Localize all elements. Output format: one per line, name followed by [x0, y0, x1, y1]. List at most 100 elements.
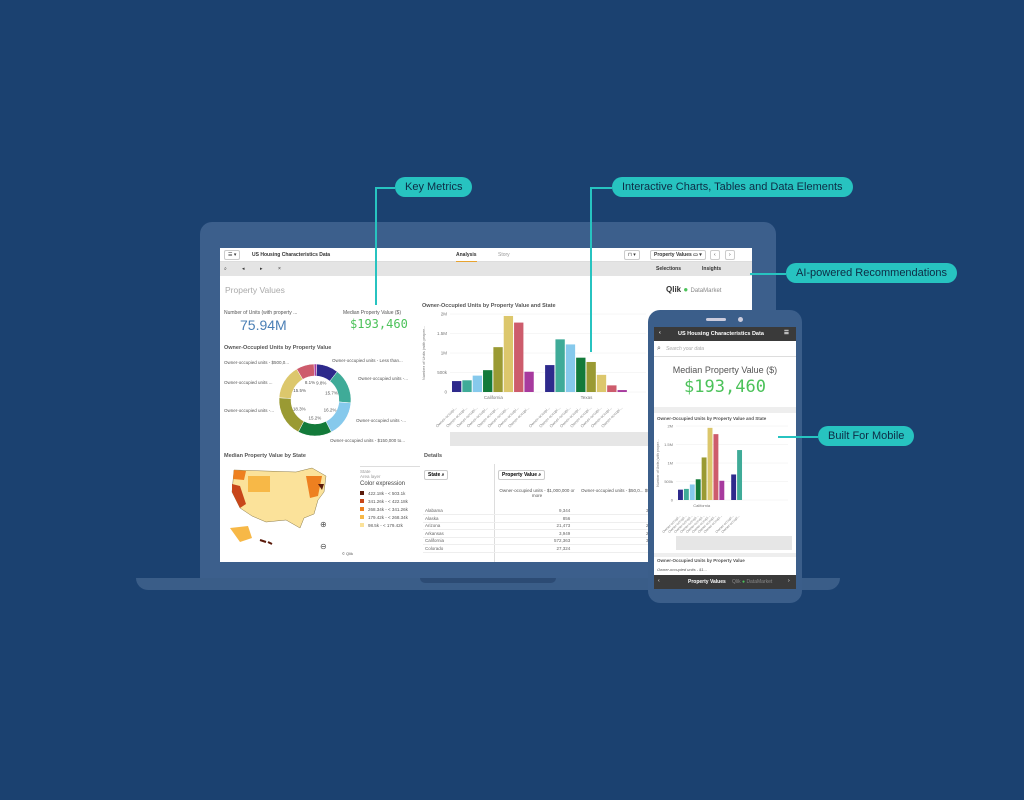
prev-sheet-button[interactable]: ‹	[710, 250, 720, 260]
bar[interactable]	[701, 457, 707, 500]
zoom-out-icon[interactable]: ⊖	[320, 542, 327, 551]
bar[interactable]	[617, 390, 627, 392]
column-header-1m[interactable]: Owner-occupied units - $1,000,000 or mor…	[499, 488, 575, 498]
y-tick-label: 1M	[667, 461, 673, 466]
donut-legend-label[interactable]: Owner-occupied units -...	[224, 408, 274, 413]
bar[interactable]	[462, 380, 472, 392]
mini-chart-scrollbar[interactable]	[450, 432, 650, 446]
bar[interactable]	[707, 427, 713, 500]
donut-legend-label[interactable]: Owner-occupied units - $500,0...	[224, 360, 289, 365]
us-map[interactable]	[226, 462, 336, 554]
callout-line	[590, 187, 612, 189]
bar[interactable]	[683, 488, 689, 500]
bar[interactable]	[555, 339, 565, 392]
bar[interactable]	[586, 361, 596, 392]
map-legend-item[interactable]: 341.26k - < 422.18k	[360, 499, 420, 504]
bar[interactable]	[719, 480, 725, 500]
map-legend-item[interactable]: 268.34k - < 341.26k	[360, 507, 420, 512]
zoom-in-icon[interactable]: ⊕	[320, 520, 327, 529]
phone-speaker	[706, 318, 726, 321]
y-tick-label: 0	[671, 498, 674, 503]
donut-legend-label[interactable]: Owner-occupied units - $150,000 to...	[330, 438, 405, 443]
tab-story[interactable]: Story	[498, 252, 510, 258]
sheet-selector[interactable]: Property Values ▭ ▾	[650, 250, 706, 260]
selections-button[interactable]: Selections	[656, 266, 682, 272]
mobile-kpi-value: $193,460	[684, 377, 766, 397]
bar[interactable]	[565, 344, 576, 392]
y-tick-label: 2M	[667, 424, 673, 429]
next-icon[interactable]: ›	[788, 578, 790, 584]
forward-icon[interactable]: ▸	[260, 266, 263, 272]
bar[interactable]	[472, 375, 483, 392]
insights-button[interactable]: Insights	[702, 266, 722, 272]
menu-button[interactable]: ☰ ▾	[224, 250, 241, 260]
tab-analysis[interactable]: Analysis	[456, 252, 477, 262]
callout-interactive: Interactive Charts, Tables and Data Elem…	[612, 177, 853, 197]
bar[interactable]	[596, 374, 607, 392]
bar[interactable]	[607, 385, 617, 392]
section-divider	[654, 553, 796, 557]
bar[interactable]	[731, 474, 737, 500]
bar[interactable]	[483, 370, 493, 392]
property-value-filter[interactable]: Property Value ⌕	[498, 470, 546, 480]
next-sheet-button[interactable]: ›	[725, 250, 735, 260]
bar[interactable]	[713, 434, 719, 500]
bar[interactable]	[503, 315, 514, 392]
bar[interactable]	[695, 479, 701, 500]
donut-label: 15.5%	[293, 388, 306, 393]
mini-chart-scrollbar[interactable]	[676, 536, 792, 550]
bookmark-button[interactable]: ⊓ ▾	[624, 250, 640, 260]
bar[interactable]	[514, 322, 524, 392]
bar[interactable]	[737, 450, 743, 500]
table-cell: 36	[572, 537, 653, 545]
bar[interactable]	[493, 347, 503, 392]
mobile-footer: ‹ Property Values Qlik ● DataMarket ›	[654, 575, 796, 589]
bar[interactable]	[576, 357, 586, 392]
donut-legend-label[interactable]: Owner-occupied units -...	[356, 418, 406, 423]
donut-label: 15.2%	[309, 415, 322, 420]
prev-icon[interactable]: ‹	[658, 578, 660, 584]
bar[interactable]	[689, 484, 695, 500]
category-label: California	[484, 395, 504, 400]
donut-legend-label[interactable]: Owner-occupied units -...	[358, 376, 408, 381]
map-legend-item[interactable]: 422.18k - < 503.1k	[360, 491, 420, 496]
table-cell: 6	[572, 544, 653, 553]
category-label: Texas	[581, 395, 594, 400]
map-legend-item[interactable]: 179.42k - < 268.34k	[360, 515, 420, 520]
menu-icon[interactable]: ☰	[784, 330, 789, 336]
clear-icon[interactable]: ×	[278, 266, 281, 272]
table-cell: 38	[572, 507, 653, 515]
bar[interactable]	[545, 365, 555, 392]
donut-chart[interactable]: 9.8% 15.7% 16.2%15.2%18.3% 15.5% 8.1% Owner-o…	[220, 352, 420, 450]
column-header-50k[interactable]: Owner-occupied units - $50,0... $99,999	[580, 488, 662, 493]
back-icon[interactable]: ‹	[659, 330, 661, 336]
bar[interactable]	[678, 489, 683, 500]
bar[interactable]	[524, 371, 534, 392]
bar[interactable]	[452, 381, 462, 392]
details-title: Details	[424, 453, 443, 459]
donut-slice[interactable]	[313, 363, 318, 377]
donut-legend-label[interactable]: Owner-occupied units ...	[224, 380, 273, 385]
table-cell: 21,473	[490, 522, 573, 530]
table-row[interactable]: Alaska8565	[423, 514, 653, 523]
map-legend-item[interactable]: 98.5k - < 179.42k	[360, 523, 420, 528]
donut-slice[interactable]	[278, 397, 305, 433]
back-icon[interactable]: ◂	[242, 266, 245, 272]
bar-chart[interactable]: 0500k1M1.5M2MOwner-occupi...Owner-occupi…	[420, 310, 652, 450]
table-cell: 5	[572, 514, 653, 523]
donut-legend-label[interactable]: Owner-occupied units - Less than...	[332, 358, 403, 363]
state-filter[interactable]: State ⌕	[424, 470, 449, 480]
map-credit: © Qlik	[342, 551, 353, 556]
map-legend-title: Color expression	[360, 481, 406, 487]
donut-slice[interactable]	[297, 420, 332, 437]
smart-search-icon[interactable]: ⌕	[224, 266, 227, 272]
donut-slice[interactable]	[325, 401, 352, 433]
mobile-search-input[interactable]: Search your data	[654, 341, 796, 357]
category-label: California	[693, 503, 711, 508]
mobile-bar-chart[interactable]: 0500k1M1.5M2MOwner-occupi...Owner-occupi…	[654, 422, 796, 552]
